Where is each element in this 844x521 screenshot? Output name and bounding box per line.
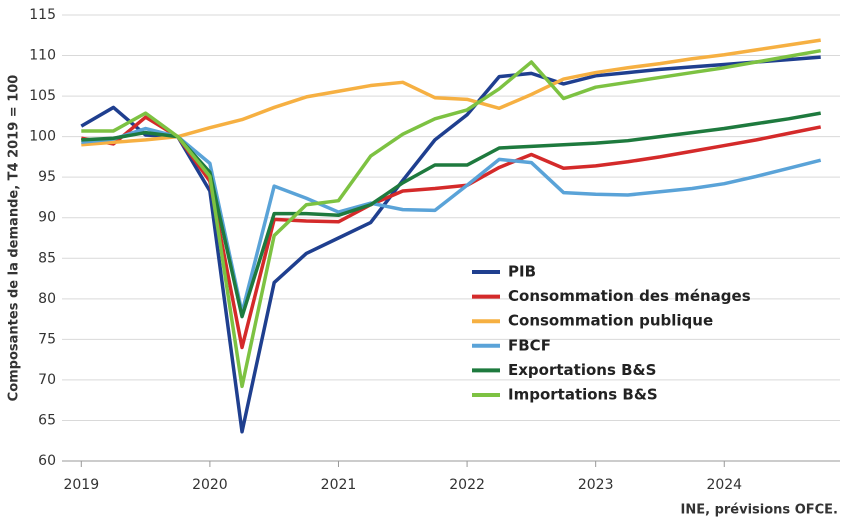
- x-tick-label: 2019: [63, 477, 99, 493]
- legend-label: Exportations B&S: [508, 361, 656, 379]
- line: [80, 115, 822, 350]
- x-tick-label: 2024: [706, 477, 742, 493]
- line: [80, 55, 821, 434]
- y-tick-label: 115: [29, 7, 56, 23]
- y-tick-label: 60: [38, 453, 56, 469]
- y-tick-label: 75: [38, 331, 56, 347]
- x-tick-label: 2023: [578, 477, 614, 493]
- x-tick-label: 2020: [192, 477, 228, 493]
- line: [81, 48, 822, 389]
- y-tick-label: 95: [38, 169, 56, 185]
- y-tick-label: 100: [29, 129, 56, 145]
- legend-label: Consommation publique: [508, 312, 713, 330]
- y-tick-label: 110: [29, 48, 56, 64]
- source: INE, prévisions OFCE.: [681, 503, 838, 518]
- legend-label: Importations B&S: [508, 386, 658, 404]
- line: [81, 126, 822, 315]
- y-tick-label: 80: [38, 291, 56, 307]
- line: [81, 111, 822, 319]
- y-axis-label: Composantes de la demande, T4 2019 = 100: [7, 75, 22, 402]
- y-tick-label: 85: [38, 250, 56, 266]
- line: [81, 38, 821, 147]
- y-tick-label: 105: [29, 88, 56, 104]
- legend-label: Consommation des ménages: [508, 287, 751, 305]
- legend-label: PIB: [508, 263, 536, 281]
- y-tick-label: 70: [38, 372, 56, 388]
- legend-label: FBCF: [508, 336, 551, 354]
- y-tick-label: 65: [38, 412, 56, 428]
- x-tick-label: 2021: [321, 477, 357, 493]
- y-tick-label: 90: [38, 210, 56, 226]
- x-tick-label: 2022: [449, 477, 485, 493]
